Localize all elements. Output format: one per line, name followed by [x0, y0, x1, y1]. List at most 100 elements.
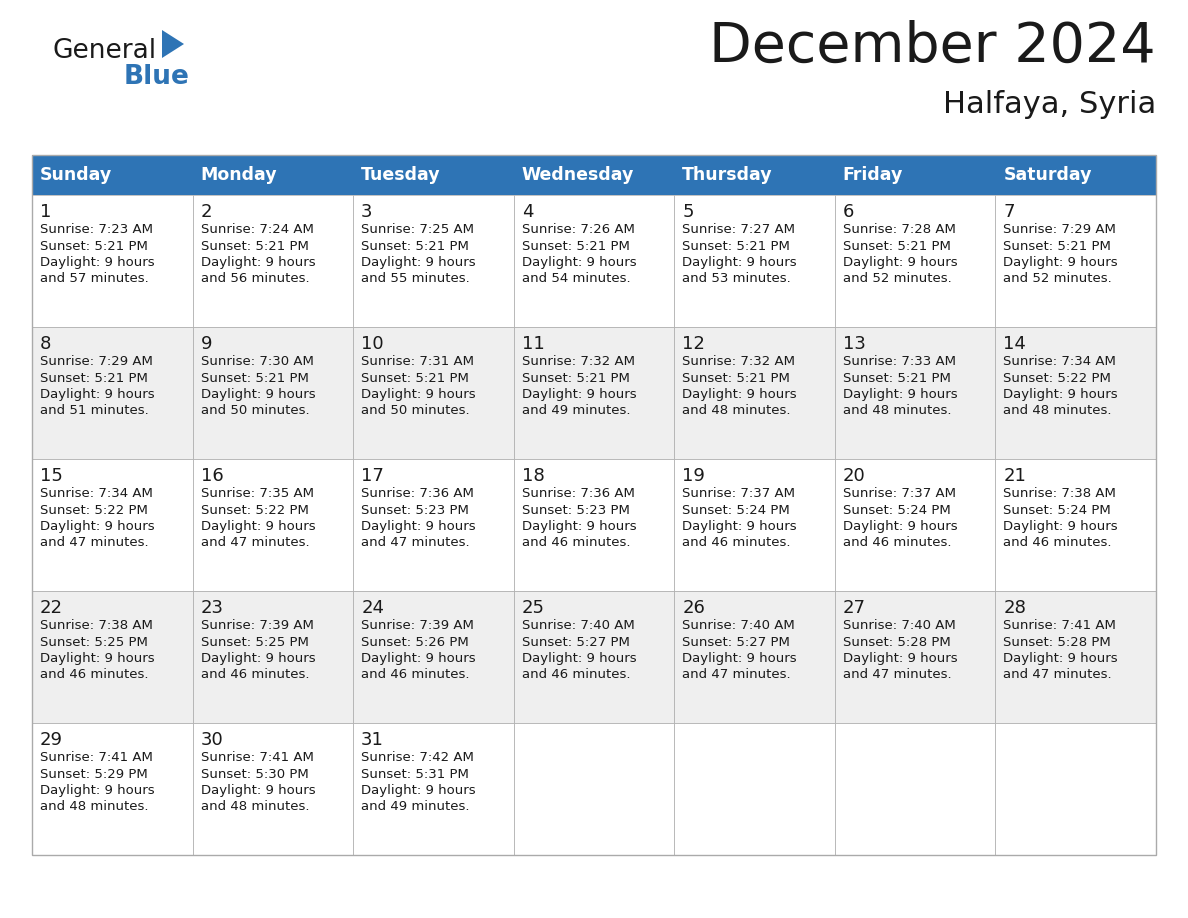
Bar: [192, 195, 353, 327]
Text: Sunrise: 7:40 AM: Sunrise: 7:40 AM: [522, 619, 634, 632]
Text: and 52 minutes.: and 52 minutes.: [842, 273, 952, 285]
Text: 5: 5: [682, 203, 694, 221]
Text: 7: 7: [1004, 203, 1015, 221]
Text: Daylight: 9 hours: Daylight: 9 hours: [40, 520, 154, 533]
Bar: [32, 195, 192, 327]
Text: Daylight: 9 hours: Daylight: 9 hours: [201, 256, 315, 269]
Text: and 49 minutes.: and 49 minutes.: [361, 800, 469, 813]
Polygon shape: [162, 30, 184, 58]
Bar: [835, 591, 996, 723]
Bar: [32, 155, 1156, 855]
Text: and 56 minutes.: and 56 minutes.: [201, 273, 309, 285]
Text: 6: 6: [842, 203, 854, 221]
Text: and 47 minutes.: and 47 minutes.: [1004, 668, 1112, 681]
Text: and 46 minutes.: and 46 minutes.: [522, 536, 630, 550]
Bar: [996, 723, 1156, 855]
Text: Daylight: 9 hours: Daylight: 9 hours: [201, 520, 315, 533]
Text: 22: 22: [40, 599, 63, 617]
Text: Sunrise: 7:28 AM: Sunrise: 7:28 AM: [842, 223, 955, 236]
Text: Sunset: 5:21 PM: Sunset: 5:21 PM: [40, 372, 147, 385]
Text: Sunrise: 7:35 AM: Sunrise: 7:35 AM: [201, 487, 314, 500]
Bar: [32, 155, 1156, 195]
Bar: [192, 591, 353, 723]
Text: Sunrise: 7:38 AM: Sunrise: 7:38 AM: [1004, 487, 1117, 500]
Text: and 48 minutes.: and 48 minutes.: [201, 800, 309, 813]
Text: Sunrise: 7:29 AM: Sunrise: 7:29 AM: [1004, 223, 1117, 236]
Text: 15: 15: [40, 467, 63, 485]
Text: and 57 minutes.: and 57 minutes.: [40, 273, 148, 285]
Text: 29: 29: [40, 731, 63, 749]
Text: Daylight: 9 hours: Daylight: 9 hours: [682, 520, 797, 533]
Bar: [513, 723, 675, 855]
Text: and 50 minutes.: and 50 minutes.: [201, 405, 309, 418]
Text: 11: 11: [522, 335, 544, 353]
Text: Sunrise: 7:29 AM: Sunrise: 7:29 AM: [40, 355, 153, 368]
Text: Thursday: Thursday: [682, 166, 773, 184]
Text: Daylight: 9 hours: Daylight: 9 hours: [40, 652, 154, 665]
Text: Daylight: 9 hours: Daylight: 9 hours: [361, 784, 475, 797]
Text: and 46 minutes.: and 46 minutes.: [682, 536, 791, 550]
Text: Daylight: 9 hours: Daylight: 9 hours: [1004, 652, 1118, 665]
Text: Daylight: 9 hours: Daylight: 9 hours: [1004, 256, 1118, 269]
Text: Sunrise: 7:26 AM: Sunrise: 7:26 AM: [522, 223, 634, 236]
Text: Sunset: 5:26 PM: Sunset: 5:26 PM: [361, 635, 469, 648]
Text: Sunset: 5:23 PM: Sunset: 5:23 PM: [522, 503, 630, 517]
Text: and 51 minutes.: and 51 minutes.: [40, 405, 148, 418]
Bar: [835, 327, 996, 459]
Text: Sunset: 5:31 PM: Sunset: 5:31 PM: [361, 767, 469, 780]
Text: Sunset: 5:21 PM: Sunset: 5:21 PM: [361, 240, 469, 252]
Text: Sunset: 5:27 PM: Sunset: 5:27 PM: [682, 635, 790, 648]
Text: Wednesday: Wednesday: [522, 166, 634, 184]
Bar: [996, 459, 1156, 591]
Text: Daylight: 9 hours: Daylight: 9 hours: [201, 388, 315, 401]
Text: 30: 30: [201, 731, 223, 749]
Text: and 46 minutes.: and 46 minutes.: [1004, 536, 1112, 550]
Text: and 46 minutes.: and 46 minutes.: [842, 536, 952, 550]
Text: Daylight: 9 hours: Daylight: 9 hours: [1004, 388, 1118, 401]
Text: Sunset: 5:21 PM: Sunset: 5:21 PM: [842, 240, 950, 252]
Text: 31: 31: [361, 731, 384, 749]
Bar: [353, 459, 513, 591]
Text: Sunset: 5:24 PM: Sunset: 5:24 PM: [1004, 503, 1111, 517]
Text: 4: 4: [522, 203, 533, 221]
Text: 1: 1: [40, 203, 51, 221]
Text: Sunset: 5:21 PM: Sunset: 5:21 PM: [201, 372, 309, 385]
Text: 26: 26: [682, 599, 706, 617]
Text: Daylight: 9 hours: Daylight: 9 hours: [682, 388, 797, 401]
Text: Sunrise: 7:36 AM: Sunrise: 7:36 AM: [361, 487, 474, 500]
Text: General: General: [52, 38, 156, 64]
Text: and 48 minutes.: and 48 minutes.: [40, 800, 148, 813]
Text: Daylight: 9 hours: Daylight: 9 hours: [361, 520, 475, 533]
Text: and 47 minutes.: and 47 minutes.: [40, 536, 148, 550]
Text: Sunrise: 7:25 AM: Sunrise: 7:25 AM: [361, 223, 474, 236]
Text: Saturday: Saturday: [1004, 166, 1092, 184]
Text: Daylight: 9 hours: Daylight: 9 hours: [682, 652, 797, 665]
Text: Monday: Monday: [201, 166, 277, 184]
Text: Sunrise: 7:42 AM: Sunrise: 7:42 AM: [361, 751, 474, 764]
Text: Daylight: 9 hours: Daylight: 9 hours: [682, 256, 797, 269]
Text: Friday: Friday: [842, 166, 903, 184]
Text: and 54 minutes.: and 54 minutes.: [522, 273, 631, 285]
Bar: [996, 195, 1156, 327]
Text: and 52 minutes.: and 52 minutes.: [1004, 273, 1112, 285]
Text: and 46 minutes.: and 46 minutes.: [522, 668, 630, 681]
Bar: [675, 459, 835, 591]
Bar: [353, 591, 513, 723]
Bar: [675, 723, 835, 855]
Bar: [835, 723, 996, 855]
Text: 18: 18: [522, 467, 544, 485]
Text: Sunrise: 7:40 AM: Sunrise: 7:40 AM: [682, 619, 795, 632]
Text: Sunrise: 7:40 AM: Sunrise: 7:40 AM: [842, 619, 955, 632]
Text: December 2024: December 2024: [709, 20, 1156, 74]
Text: Sunset: 5:21 PM: Sunset: 5:21 PM: [842, 372, 950, 385]
Text: 23: 23: [201, 599, 223, 617]
Text: 14: 14: [1004, 335, 1026, 353]
Text: 25: 25: [522, 599, 545, 617]
Bar: [996, 591, 1156, 723]
Text: Sunrise: 7:27 AM: Sunrise: 7:27 AM: [682, 223, 795, 236]
Text: Sunrise: 7:33 AM: Sunrise: 7:33 AM: [842, 355, 956, 368]
Text: 13: 13: [842, 335, 866, 353]
Bar: [32, 459, 192, 591]
Text: and 48 minutes.: and 48 minutes.: [1004, 405, 1112, 418]
Text: Daylight: 9 hours: Daylight: 9 hours: [40, 256, 154, 269]
